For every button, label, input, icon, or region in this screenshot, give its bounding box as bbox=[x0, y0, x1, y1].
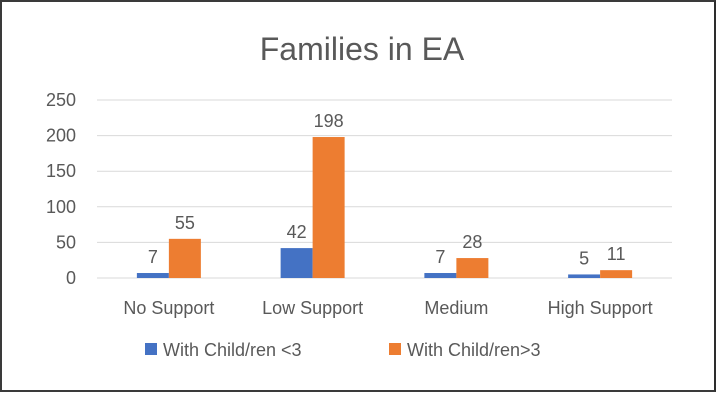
data-label: 7 bbox=[148, 247, 158, 267]
bar bbox=[568, 274, 601, 278]
bar bbox=[600, 270, 633, 278]
legend-label-series-0: With Child/ren <3 bbox=[163, 340, 302, 360]
y-tick-label: 0 bbox=[66, 268, 76, 288]
data-label: 5 bbox=[579, 248, 589, 268]
y-tick-label: 50 bbox=[56, 232, 76, 252]
legend-swatch-series-0 bbox=[145, 343, 157, 355]
bar bbox=[168, 238, 201, 278]
bars-series-0 bbox=[136, 248, 601, 278]
bar bbox=[456, 258, 489, 278]
data-labels-series-0: 7 42 7 5 bbox=[148, 222, 589, 268]
chart-title: Families in EA bbox=[260, 31, 465, 67]
legend-label-series-1: With Child/ren>3 bbox=[407, 340, 541, 360]
legend-swatch-series-1 bbox=[389, 343, 401, 355]
y-axis-ticks: 0 50 100 150 200 250 bbox=[46, 90, 76, 288]
data-labels-series-1: 55 198 28 11 bbox=[175, 111, 626, 264]
x-category-label: Medium bbox=[424, 298, 488, 318]
y-tick-label: 200 bbox=[46, 126, 76, 146]
x-category-label: No Support bbox=[123, 298, 214, 318]
data-label: 42 bbox=[287, 222, 307, 242]
data-label: 198 bbox=[314, 111, 344, 131]
y-tick-label: 150 bbox=[46, 161, 76, 181]
data-label: 7 bbox=[435, 247, 445, 267]
data-label: 55 bbox=[175, 213, 195, 233]
y-tick-label: 100 bbox=[46, 197, 76, 217]
bar bbox=[136, 273, 169, 278]
data-label: 11 bbox=[607, 244, 626, 264]
data-label: 28 bbox=[462, 232, 482, 252]
x-axis-labels: No Support Low Support Medium High Support bbox=[123, 298, 652, 318]
legend: With Child/ren <3 With Child/ren>3 bbox=[145, 340, 541, 360]
bar bbox=[424, 273, 457, 278]
y-tick-label: 250 bbox=[46, 90, 76, 110]
bar bbox=[280, 248, 313, 278]
x-category-label: Low Support bbox=[262, 298, 363, 318]
x-category-label: High Support bbox=[548, 298, 653, 318]
bar bbox=[312, 137, 345, 278]
bars-series-1 bbox=[168, 137, 633, 278]
